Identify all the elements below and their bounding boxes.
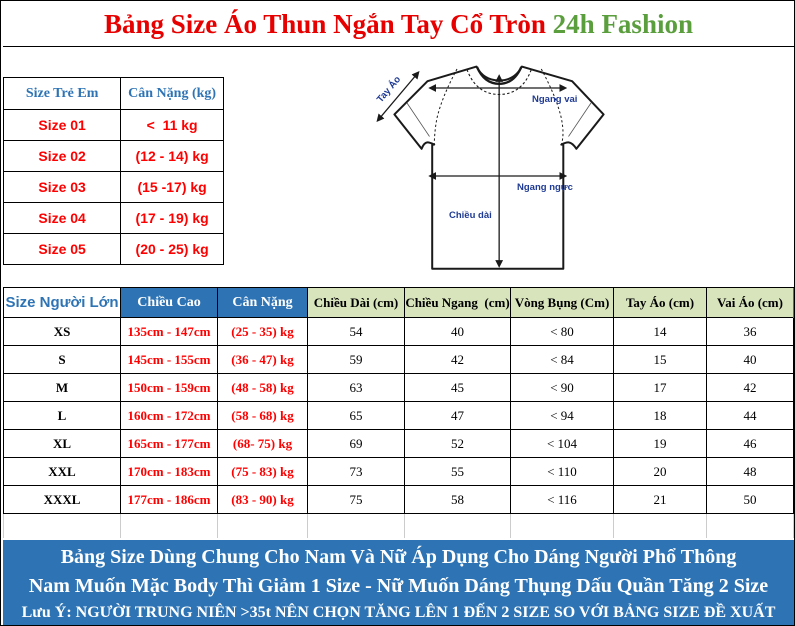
svg-text:Chiều dài: Chiều dài (449, 210, 492, 221)
svg-text:Ngang ngực: Ngang ngực (517, 182, 573, 193)
svg-text:Tay Áo: Tay Áo (375, 74, 403, 105)
svg-text:Ngang vai: Ngang vai (532, 94, 577, 105)
